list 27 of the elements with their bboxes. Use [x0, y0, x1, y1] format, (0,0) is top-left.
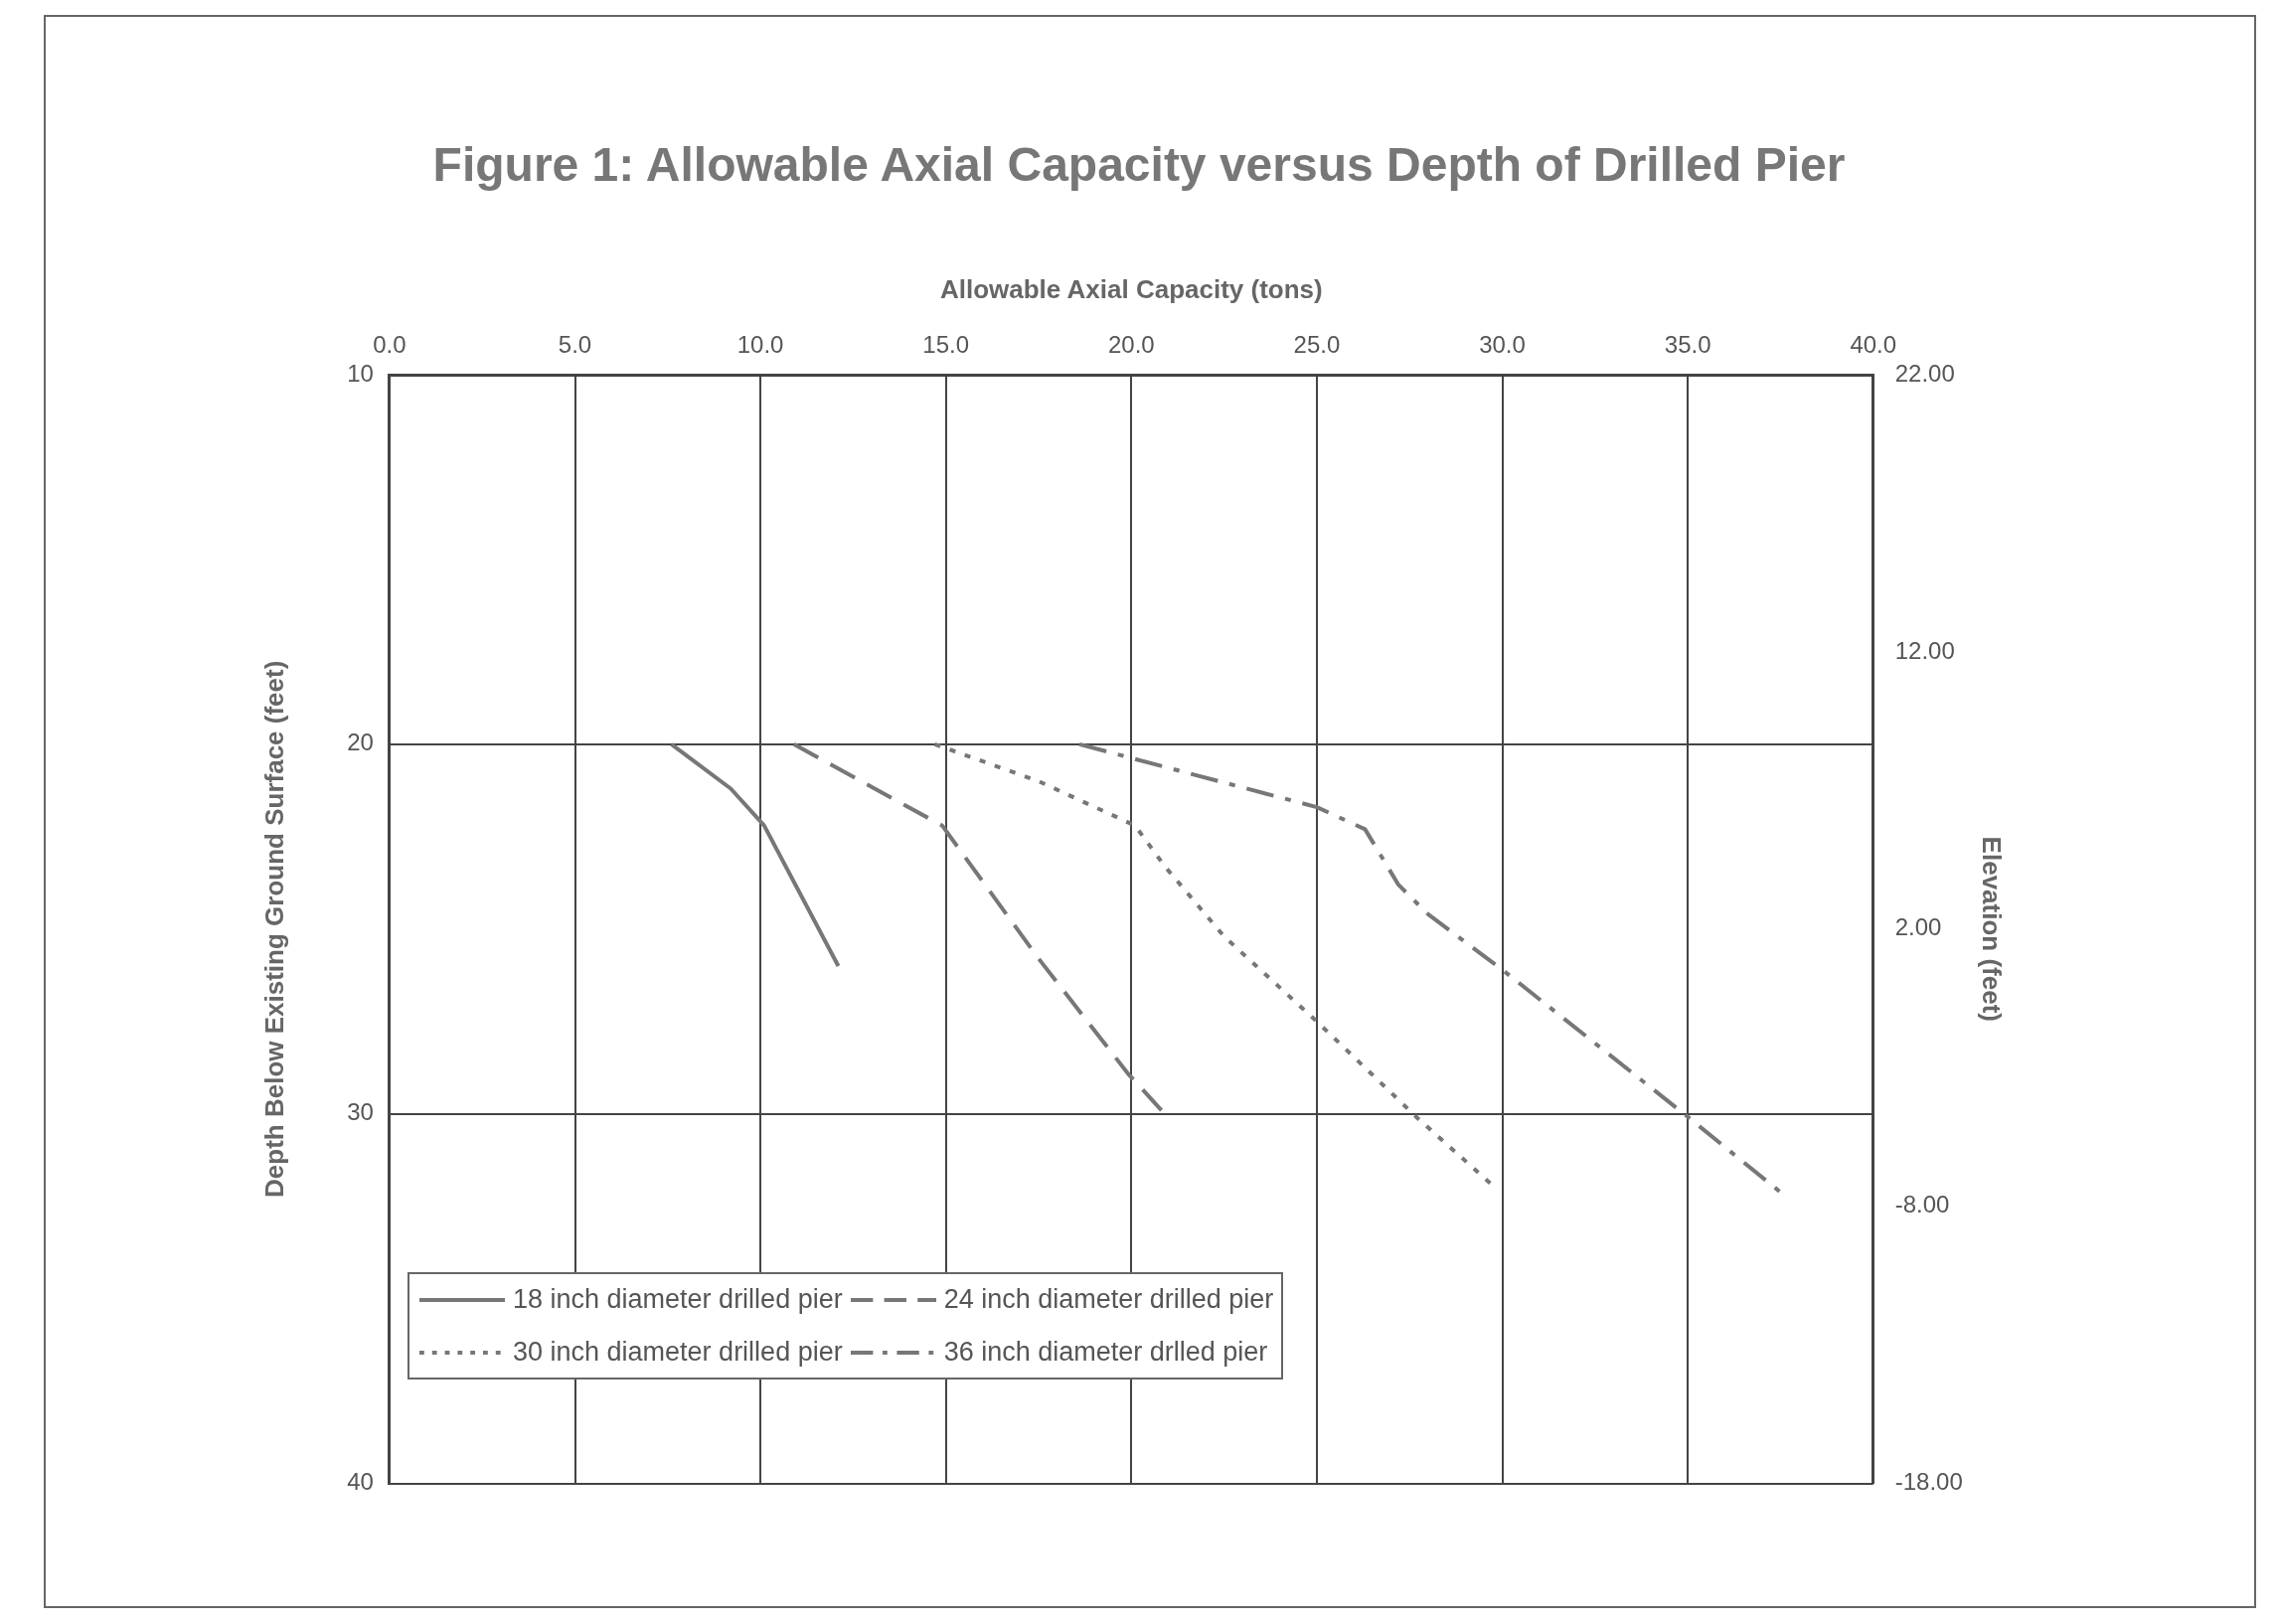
line-series: [932, 741, 1494, 1187]
y2-tick-label: 22.00: [1894, 359, 1955, 387]
y2-tick-label: 2.00: [1894, 913, 1942, 941]
legend-label: 18 inch diameter drilled pier: [513, 1284, 843, 1315]
y-tick-label: 40: [347, 1468, 374, 1496]
x-axis-title: Allowable Axial Capacity (tons): [939, 273, 1323, 304]
x-tick-label: 35.0: [1664, 331, 1711, 359]
x-tick-label: 30.0: [1479, 331, 1526, 359]
y2-tick-label: 12.00: [1894, 636, 1955, 664]
legend-label: 24 inch diameter drilled pier: [943, 1284, 1274, 1315]
y2-tick-label: -8.00: [1894, 1191, 1950, 1218]
y2-tick-label: -18.00: [1894, 1468, 1963, 1496]
x-tick-label: 5.0: [558, 331, 592, 359]
y-tick-label: 20: [347, 729, 374, 756]
x-tick-label: 25.0: [1293, 331, 1341, 359]
legend-label: 30 inch diameter drilled pier: [513, 1337, 843, 1368]
x-tick-label: 10.0: [736, 331, 784, 359]
y2-axis-title: Elevation (feet): [1977, 836, 2008, 1022]
x-tick-label: 20.0: [1107, 331, 1155, 359]
y-tick-label: 10: [347, 359, 374, 387]
y-tick-label: 30: [347, 1098, 374, 1126]
chart-title: Figure 1: Allowable Axial Capacity versus Depth of Drilled Pier: [431, 137, 1847, 192]
x-tick-label: 40.0: [1850, 331, 1897, 359]
x-tick-label: 0.0: [373, 331, 407, 359]
y-axis-title: Depth Below Existing Ground Surface (feet): [258, 660, 289, 1198]
legend-label: 36 inch diameter drlled pier: [943, 1337, 1268, 1368]
x-tick-label: 15.0: [922, 331, 970, 359]
